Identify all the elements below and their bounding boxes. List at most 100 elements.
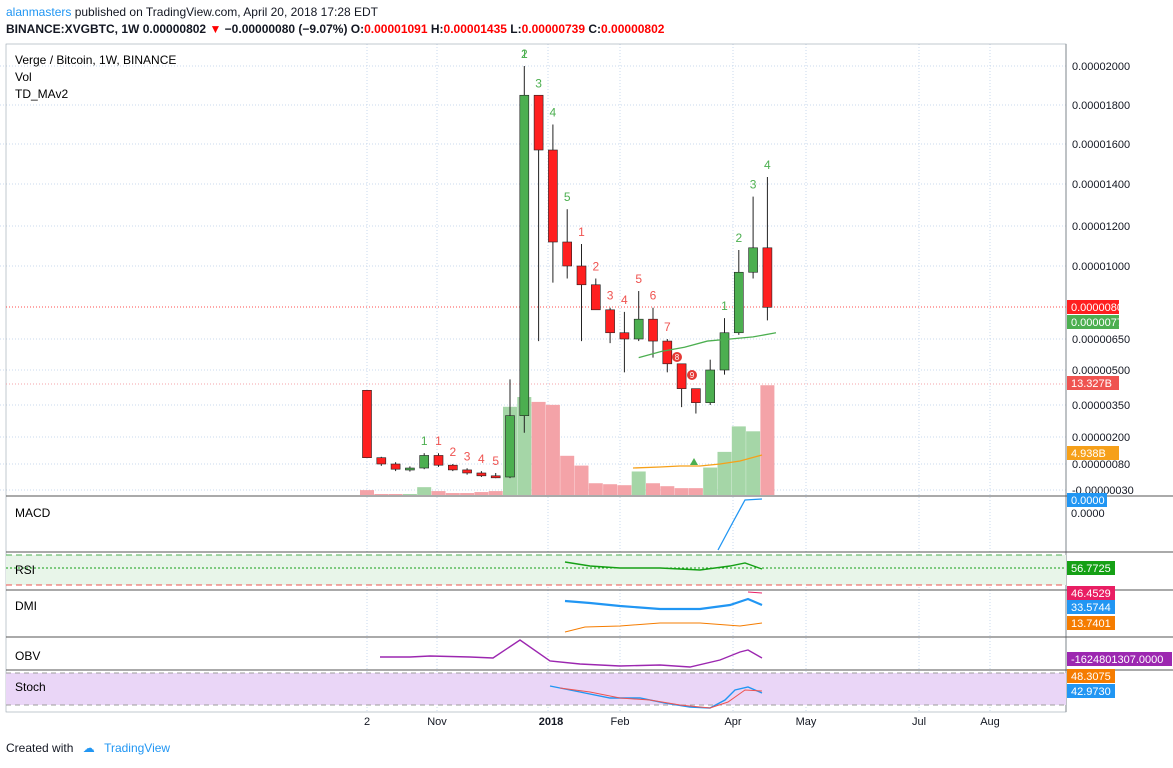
change-value: −0.00000080 (−9.07%) — [224, 22, 348, 36]
volume-bar — [603, 484, 618, 495]
volume-bar — [517, 397, 532, 495]
volume-bar — [488, 491, 503, 495]
indicator-tag — [1067, 493, 1107, 507]
time-tick-label: 2018 — [539, 716, 563, 728]
td-marker-label: 8 — [675, 353, 680, 362]
indicator-tag-label: 46.4529 — [1071, 588, 1111, 600]
dmi-minus-line — [564, 622, 763, 633]
candle-body — [633, 318, 644, 340]
dmi-plus-line — [564, 597, 763, 611]
candle-body — [505, 415, 515, 478]
down-arrow-icon: ▼ — [209, 22, 222, 36]
indicator-tag-label: 56.7725 — [1071, 563, 1111, 575]
candle-body — [462, 469, 472, 474]
legend-vol: Vol — [15, 70, 32, 84]
candle-body — [733, 271, 744, 334]
tradingview-link[interactable]: TradingView — [104, 741, 171, 755]
candle-body — [576, 265, 587, 286]
indicator-panes — [6, 498, 1066, 709]
candle-body — [762, 247, 773, 308]
time-tick-label: Jul — [912, 716, 926, 728]
td-count-down: 2 — [449, 445, 456, 459]
td-count-down: 3 — [464, 449, 471, 463]
price-tick-label: 0.00001000 — [1072, 261, 1130, 273]
td-count-down: 4 — [478, 452, 485, 466]
price-tag — [1067, 315, 1119, 329]
candle-body — [748, 247, 758, 273]
volume-bar — [674, 488, 689, 495]
indicator-tag-label: 42.9730 — [1071, 686, 1111, 698]
tradingview-logo-icon: ☁ — [82, 741, 95, 755]
price-tag-label: 0.00000802 — [1071, 302, 1129, 314]
low-label: L: — [510, 22, 522, 36]
indicator-tag — [1067, 616, 1115, 630]
obv-line — [380, 639, 763, 668]
open-label: O: — [350, 22, 365, 36]
stoch-label: Stoch — [15, 680, 46, 694]
candle-body — [405, 467, 415, 471]
rsi-line — [564, 561, 763, 571]
volume-bar — [445, 493, 460, 495]
publish-line: alanmasters published on TradingView.com… — [6, 5, 378, 19]
price-tick-label: 0.00002000 — [1072, 61, 1130, 73]
volume-bar — [760, 385, 775, 495]
indicator-tag-label: -1624801307.0000 — [1071, 654, 1163, 666]
volume-ma-line — [632, 454, 763, 469]
ohlc-line: BINANCE:XVGBTC, 1W 0.00000802 ▼ −0.00000… — [6, 22, 664, 36]
last-price: 0.00000802 — [142, 22, 207, 36]
price-tag-label: 0.00000772 — [1071, 317, 1129, 329]
td-count-down: 5 — [492, 454, 499, 468]
price-tick-label: 0.00000500 — [1072, 365, 1130, 377]
td-count-down: 7 — [664, 320, 671, 334]
open-value: 0.00001091 — [364, 22, 428, 36]
candle-body — [476, 472, 487, 477]
indicator-tag — [1067, 600, 1115, 614]
low-value: 0.00000739 — [521, 22, 586, 36]
price-tick-label: 0.00001600 — [1072, 139, 1130, 151]
time-tick-label: Apr — [724, 716, 741, 728]
adx-line — [747, 591, 763, 594]
indicator-tag-label: 0.0000 — [1071, 495, 1105, 507]
indicator-tag-label: 33.5744 — [1071, 602, 1111, 614]
candle-body — [691, 388, 701, 403]
time-tick-label: May — [796, 716, 817, 728]
candle-body — [590, 284, 601, 311]
td-count-up: 5 — [564, 190, 571, 204]
td-count-up: 4 — [764, 158, 771, 172]
price-tick-label: 0.00000350 — [1072, 400, 1130, 412]
td-marker — [687, 370, 697, 380]
td-count-down: 1 — [578, 225, 585, 239]
td-count-up: 1 — [521, 47, 528, 61]
price-axis[interactable]: 0.00002000 0.00001800 0.00001600 0.00001400… — [364, 61, 1172, 728]
close-value: 0.00000802 — [601, 22, 665, 36]
price-tag-label: 4.938B — [1071, 448, 1106, 460]
indicator-tag — [1067, 561, 1115, 575]
candle-body — [662, 340, 673, 365]
indicator-tag-label: 48.3075 — [1071, 671, 1111, 683]
signal-triangle — [690, 458, 698, 465]
candle-body — [676, 363, 687, 389]
macd-line — [717, 498, 763, 551]
candle-body — [362, 389, 372, 458]
dmi-label: DMI — [15, 599, 37, 613]
price-tick-label: 0.00000650 — [1072, 334, 1130, 346]
indicator-tag — [1067, 684, 1115, 698]
rsi-label: RSI — [15, 563, 35, 577]
candle-body — [548, 149, 558, 243]
td-marker-label: 9 — [690, 371, 695, 380]
candle-body — [376, 457, 387, 465]
indicator-tag — [1067, 652, 1172, 666]
author-link[interactable]: alanmasters — [6, 5, 72, 19]
time-tick-label: Nov — [427, 716, 447, 728]
close-label: C: — [588, 22, 602, 36]
high-value: 0.00001435 — [443, 22, 507, 36]
volume-bar — [431, 491, 446, 495]
legend-title: Verge / Bitcoin, 1W, BINANCE — [15, 53, 176, 67]
td-count-up: 2 — [735, 231, 742, 245]
candle-body — [533, 94, 544, 151]
td-count-down: 2 — [592, 260, 599, 274]
td-count-up: 4 — [550, 106, 557, 120]
volume-bar — [588, 483, 603, 495]
indicator-tag-label: 13.7401 — [1071, 618, 1111, 630]
